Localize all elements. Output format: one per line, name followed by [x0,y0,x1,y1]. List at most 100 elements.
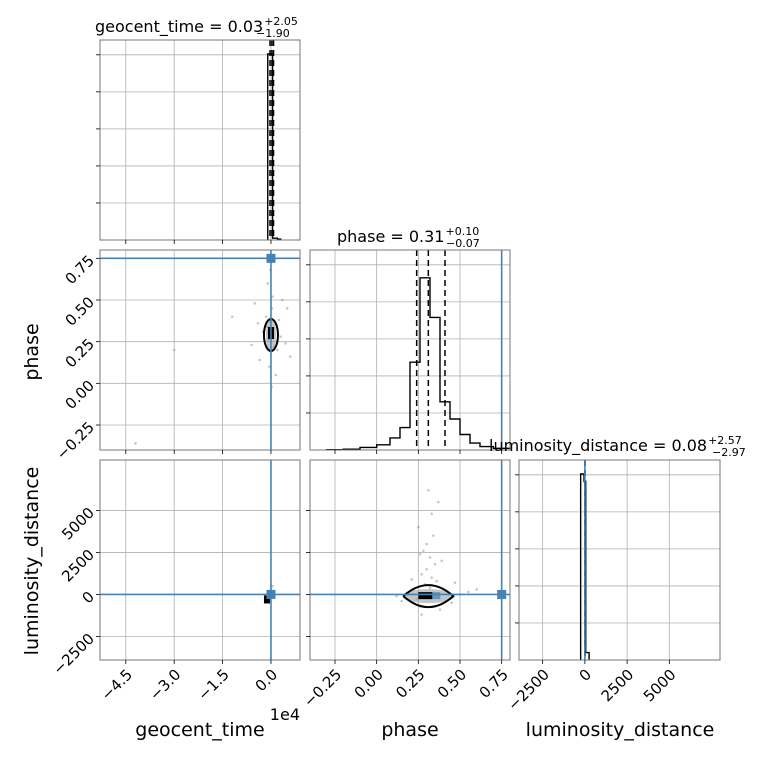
luminosity-distance-vs-phase-sample-22 [420,613,423,616]
xtick-label-phase-0: −0.25 [300,666,345,711]
hist-geocent-time [267,53,282,240]
text-layer: geocent_time = 0.03+2.05 −1.90 phase = 0… [21,15,746,741]
ytick-label-phase-1: 0.00 [62,377,98,413]
luminosity-distance-vs-phase-sample-20 [432,534,435,537]
luminosity-distance-vs-geocent-time-frame [99,459,301,661]
luminosity-distance-vs-phase-sample-3 [425,542,428,546]
luminosity-distance-vs-phase-sample-6 [438,608,442,611]
frame-layer [99,39,721,661]
phase-vs-geocent-time-sample-4 [276,348,279,352]
phase-vs-geocent-time-sample-3 [264,315,268,318]
luminosity-distance-vs-phase-sample-18 [395,594,398,598]
ytick-label-phase-3: 0.50 [62,293,98,329]
phase-vs-geocent-time-sample-21 [277,318,281,322]
phase-vs-geocent-time-frame [99,249,301,451]
phase-vs-geocent-time-sample-10 [256,322,260,325]
luminosity-distance-vs-phase-frame [309,459,511,661]
luminosity-distance-vs-phase-sample-4 [433,562,437,566]
xtick-label-luminosity-distance-2: 2500 [598,666,638,706]
contour-distance-vs-phase [402,584,455,609]
luminosity-distance-vs-phase-sample-27 [475,588,478,591]
phase-vs-geocent-time-marker [266,253,276,263]
luminosity-distance-vs-phase-sample-24 [410,578,413,581]
luminosity-distance-vs-phase-sample-19 [467,590,470,594]
grid-layer [100,40,720,660]
hist-phase [325,277,511,451]
phase-vs-geocent-time-sample-9 [271,295,274,298]
core-distance-vs-geocent-time [263,595,270,604]
ytick-label-luminosity-distance-1: 0 [79,588,98,607]
ylabel-phase: phase [21,323,43,380]
title-geocent-time-minus: −1.90 [256,27,290,40]
phase-vs-geocent-time-sample-11 [284,342,287,345]
luminosity-distance-vs-geocent-time-sample-5 [271,584,274,588]
core-distance-vs-phase [418,592,433,600]
xtick-label-geocent-time-1: −3.0 [146,666,184,704]
phase-vs-geocent-time-sample-13 [134,442,137,445]
xtick-label-phase-2: 0.25 [392,666,428,702]
phase-vs-geocent-time-sample-12 [172,348,176,352]
title-phase: phase = 0.31+0.10 [337,225,479,246]
xlabel-geocent-time: geocent_time [135,719,264,741]
xtick-label-luminosity-distance-3: 5000 [640,666,680,706]
xtick-label-geocent-time-0: −4.5 [98,666,136,704]
phase-vs-geocent-time-sample-18 [266,282,270,285]
phase-vs-geocent-time-sample-16 [250,343,253,347]
xtick-label-geocent-time-3: 0.0 [252,666,282,696]
xtick-label-phase-3: 0.50 [434,666,470,702]
xtick-label-geocent-time-2: −1.5 [194,666,232,704]
ticks-layer [96,54,670,664]
ytick-label-luminosity-distance-3: 5000 [58,504,98,544]
title-geocent-time: geocent_time = 0.03+2.05 [95,15,298,37]
title-phase-minus: −0.07 [446,237,480,250]
luminosity-distance-vs-phase-sample-15 [450,601,453,605]
luminosity-distance-vs-phase-truth-marker [497,589,507,599]
luminosity-distance-vs-phase-sample-10 [422,549,425,553]
luminosity-distance-vs-phase-sample-30 [428,586,432,590]
phase-vs-geocent-time-sample-25 [253,302,257,305]
luminosity-distance-vs-phase-sample-2 [428,556,432,559]
xtick-label-luminosity-distance-0: −2500 [504,666,553,715]
ytick-label-phase-2: 0.25 [62,335,98,371]
ytick-label-phase-0: −0.25 [53,418,98,463]
luminosity-distance-vs-phase-sample-29 [437,500,440,504]
ytick-label-luminosity-distance-0: −2500 [49,630,98,679]
phase-vs-geocent-time-sample-7 [279,335,282,338]
data-layer [100,40,590,660]
xlabel-phase: phase [381,719,438,741]
luminosity-distance-vs-phase-sample-23 [440,559,443,563]
luminosity-distance-vs-geocent-time-marker [266,589,276,599]
ytick-label-phase-4: 0.75 [62,252,98,288]
luminosity-distance-vs-phase-sample-1 [420,572,423,576]
ylabel-luminosity-distance: luminosity_distance [21,467,43,656]
phase-vs-geocent-time-sample-24 [280,298,284,302]
ytick-label-luminosity-distance-2: 2500 [58,546,98,586]
diag-luminosity-distance-frame [518,459,721,661]
xtick-label-phase-4: 0.75 [476,666,512,702]
title-luminosity-distance-minus: −2.97 [712,446,746,459]
title-luminosity-distance: luminosity_distance = 0.08+2.57 [489,434,742,456]
phase-vs-geocent-time-sample-17 [274,373,278,377]
phase-vs-geocent-time-sample-19 [285,307,289,310]
luminosity-distance-vs-phase-sample-8 [430,512,433,516]
luminosity-distance-vs-phase-sample-25 [453,581,457,584]
diag-geocent-time-frame [99,39,301,241]
luminosity-distance-vs-phase-sample-28 [417,525,420,529]
luminosity-distance-vs-phase-sample-9 [427,488,430,492]
luminosity-distance-vs-phase-sample-21 [425,567,428,571]
xlabel-luminosity-distance: luminosity_distance [526,719,715,741]
xtick-label-phase-1: 0.00 [351,666,387,702]
core2-distance-vs-phase [432,592,441,600]
phase-vs-geocent-time-sample-8 [268,365,271,368]
phase-vs-geocent-time-sample-20 [258,358,261,362]
luminosity-distance-vs-phase-sample-11 [435,579,438,583]
luminosity-distance-vs-phase-sample-32 [430,576,433,579]
luminosity-distance-vs-phase-sample-33 [418,552,422,556]
offset-text-geocent-time: 1e4 [270,705,300,724]
xtick-label-luminosity-distance-1: 0 [576,666,595,685]
phase-vs-geocent-time-sample-14 [230,315,234,318]
diag-phase-frame [309,249,511,451]
luminosity-distance-vs-phase-sample-26 [400,599,403,603]
phase-vs-geocent-time-sample-15 [289,355,292,358]
